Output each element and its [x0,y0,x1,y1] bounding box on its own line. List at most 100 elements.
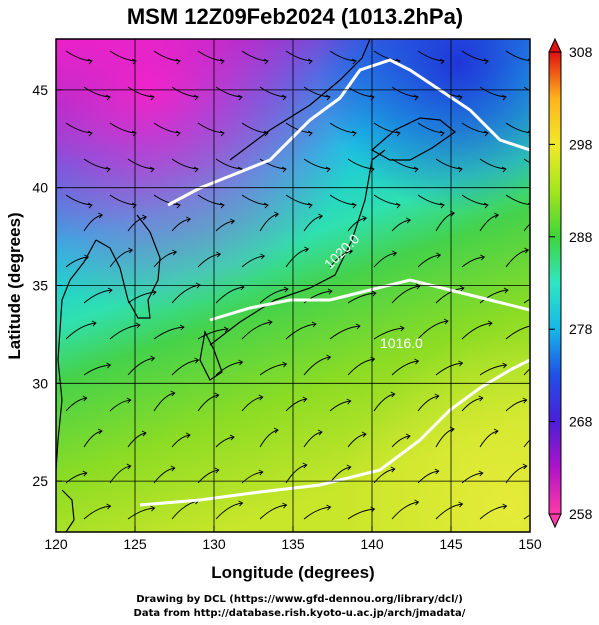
streamline-arrowhead [193,166,199,173]
streamline [347,217,367,232]
streamline-arrowhead [263,58,269,65]
streamline [259,86,287,98]
streamline [479,364,507,376]
streamline-arrowhead [128,247,134,254]
streamline-arrowhead [487,320,493,327]
streamline-arrowhead [175,130,181,137]
streamline-arrowhead [107,287,113,294]
graticule [56,39,530,532]
streamline-arrowhead [459,285,465,292]
streamline [285,50,313,62]
streamline [259,504,287,520]
streamline [259,213,279,232]
streamline-arrowhead [351,202,357,209]
streamline [417,122,445,134]
streamline-arrowhead [106,503,112,510]
streamline-arrowhead [219,58,225,65]
streamline [373,393,395,412]
streamline-arrowhead [493,428,499,435]
colorbar-tick-label: 278 [569,321,593,337]
streamline-arrowhead [175,58,181,65]
streamline [347,433,367,448]
streamline-arrowhead [325,94,331,101]
streamline [391,86,419,98]
streamline-arrowhead [413,166,419,173]
streamline [417,254,441,268]
streamline [505,249,529,268]
streamline-arrowhead [172,249,178,256]
streamline [171,218,191,232]
streamline-arrowhead [216,251,222,258]
streamline-arrowhead [532,323,536,328]
streamline [461,397,483,412]
streamline [435,212,455,232]
streamline [329,122,357,134]
streamline-arrowhead [307,130,313,137]
streamline [461,322,492,340]
streamline [109,465,131,484]
streamline [127,86,155,98]
streamline [285,323,316,340]
streamline [435,158,463,170]
streamline-arrowhead [302,462,308,469]
streamline-arrowhead [439,58,445,65]
streamline [479,430,499,448]
kyushu-coast [199,330,223,381]
streamline-arrowhead [538,431,542,436]
streamline-arrowhead [443,318,449,325]
streamline [65,472,87,484]
hokkaido-coast [370,117,457,161]
streamline [479,289,508,304]
colorbar-tick-label: 298 [569,136,593,152]
streamline [523,223,530,232]
streamline [153,122,181,134]
streamline-arrowhead [185,432,191,439]
colorbar-upper-arrow [548,37,562,53]
streamline-arrowhead [170,390,176,397]
streamline [153,326,184,340]
colorbar-tick-label: 258 [569,506,593,522]
streamline [259,429,279,448]
streamline-arrowhead [457,94,463,101]
streamline [285,398,307,412]
streamline-arrowhead [524,247,530,254]
streamline [417,395,439,412]
streamline-arrowhead [307,202,313,209]
streamline [523,514,530,520]
streamline-arrowhead [483,202,489,209]
streamline-arrowhead [351,130,357,137]
x-tick-label: 130 [202,536,226,552]
streamline-arrowhead [98,212,104,219]
streamline-arrowhead [413,94,419,101]
streamline [241,50,269,62]
streamline-arrowhead [502,362,508,369]
streamline [391,285,420,304]
streamline-arrowhead [82,470,88,477]
streamline [461,50,489,62]
streamline [303,86,331,98]
streamline [197,328,228,340]
x-tick-label: 125 [123,536,147,552]
streamline [303,215,323,232]
streamline [435,503,463,520]
colorbar-scale [548,51,562,515]
streamline-arrowhead [238,359,244,366]
streamline-arrowhead [281,166,287,173]
streamline-arrowhead [87,130,93,137]
streamline [153,251,177,268]
streamline-arrowhead [273,427,279,434]
streamline-arrowhead [457,166,463,173]
streamline-arrowhead [87,58,93,65]
streamline [153,194,181,206]
streamline [83,214,103,232]
streamline [65,194,93,206]
streamline [171,86,199,98]
streamline [127,357,155,376]
streamline [329,194,357,206]
streamline [329,325,360,340]
streamline [479,505,507,520]
streamline [479,214,499,232]
streamline [215,86,243,98]
contour-1016 [209,278,530,322]
streamline-arrowhead [105,94,111,101]
